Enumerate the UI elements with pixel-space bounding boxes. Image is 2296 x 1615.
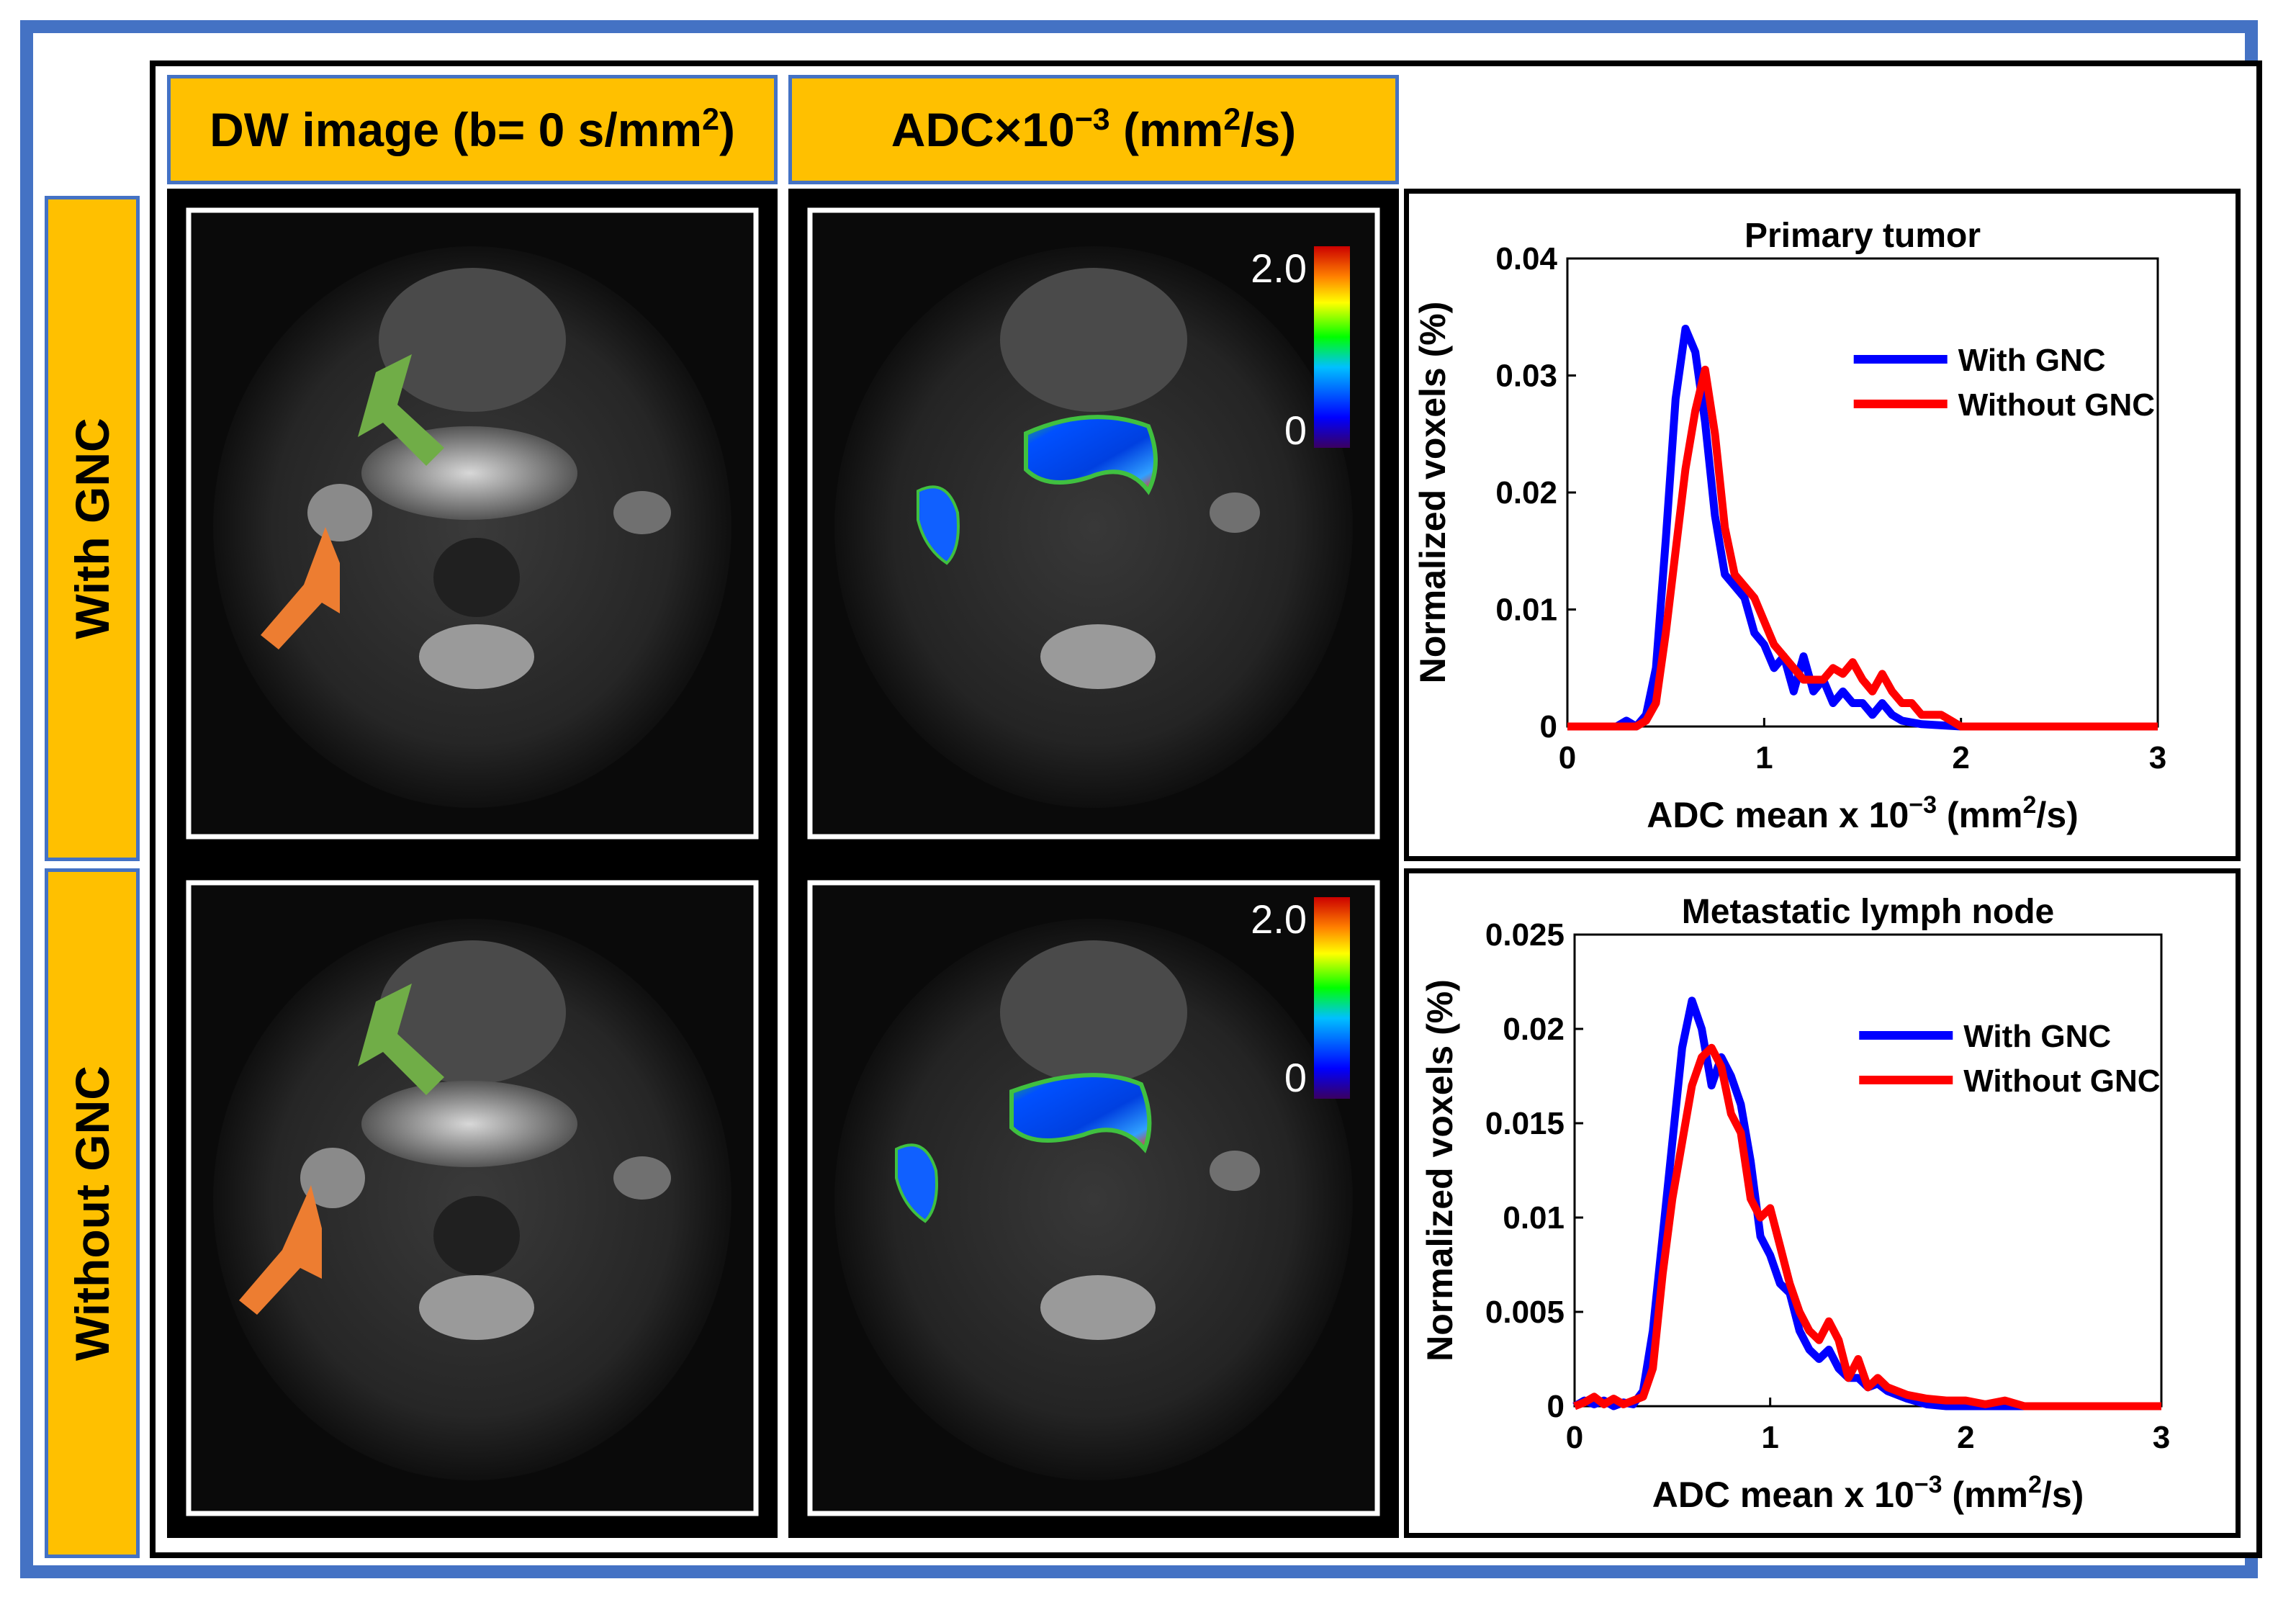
y-tick-label: 0 [1540, 709, 1557, 744]
colorbar-max-label: 2.0 [1251, 896, 1307, 942]
orange-arrow-icon [239, 1185, 322, 1315]
x-tick-label: 1 [1755, 740, 1773, 775]
chart-title: Metastatic lymph node [1682, 893, 2054, 931]
chart-primary-tumor-svg: Primary tumor 0 1 2 3 0 0.01 0.02 0.03 0.04 ADC me… [1413, 217, 2166, 835]
row-label-without-gnc: Without GNC [45, 868, 140, 1558]
y-tick-label: 0.005 [1485, 1295, 1565, 1330]
x-tick-label: 2 [1957, 1420, 1974, 1455]
chart-metastatic-lymph-node-svg: Metastatic lymph node 0 1 2 3 0 0.005 0.01 0.015… [1420, 893, 2170, 1515]
x-tick-label: 3 [2149, 740, 2166, 775]
y-tick-label: 0.025 [1485, 917, 1565, 953]
colorbar-min-label: 0 [1284, 408, 1307, 453]
row-label-with-gnc: With GNC [45, 196, 140, 861]
colorbar-min-label: 0 [1284, 1055, 1307, 1100]
y-tick-label: 0.02 [1495, 475, 1557, 510]
x-tick-label: 3 [2153, 1420, 2170, 1455]
x-tick-label: 0 [1566, 1420, 1583, 1455]
x-axis-label: ADC mean x 10−3 (mm2/s) [1652, 1471, 2084, 1515]
header-dw-image: DW image (b= 0 s/mm2) [167, 75, 778, 184]
y-tick-label: 0.02 [1503, 1012, 1565, 1047]
y-tick-label: 0 [1547, 1389, 1565, 1424]
colorbar-max-label: 2.0 [1251, 246, 1307, 291]
orange-arrow-icon [261, 527, 340, 649]
plot-area [1573, 933, 2163, 1408]
y-tick-label: 0.03 [1495, 359, 1557, 394]
adc-map-without-gnc: 2.0 0 [788, 861, 1399, 1538]
series-line-without-gnc [1567, 365, 2158, 731]
series-line-without-gnc [1573, 1043, 2161, 1411]
y-axis-label: Normalized voxels (%) [1420, 979, 1460, 1362]
header-adc: ADC×10−3 (mm2/s) [788, 75, 1399, 184]
y-tick-label: 0.01 [1503, 1200, 1565, 1236]
chart-primary-tumor: Primary tumor 0 1 2 3 0 0.01 0.02 0.03 0.04 ADC me… [1404, 189, 2241, 861]
y-axis-label: Normalized voxels (%) [1413, 302, 1453, 684]
mri-scan-dw-top [186, 207, 759, 840]
legend-label: Without GNC [1963, 1063, 2160, 1099]
legend-label: Without GNC [1958, 387, 2155, 423]
dw-image-with-gnc [167, 189, 778, 861]
x-tick-label: 0 [1559, 740, 1576, 775]
x-tick-label: 2 [1952, 740, 1969, 775]
adc-map-with-gnc: 2.0 0 [788, 189, 1399, 861]
colorbar [1314, 897, 1350, 1099]
mri-scan-adc-top: 2.0 0 [807, 207, 1380, 840]
green-arrow-icon [358, 984, 444, 1095]
legend-label: With GNC [1963, 1019, 2111, 1054]
header-dw-text: DW image (b= 0 s/mm2) [210, 102, 735, 156]
row-label-with-gnc-text: With GNC [66, 418, 119, 639]
row-label-without-gnc-text: Without GNC [66, 1066, 119, 1361]
mri-scan-dw-bottom [186, 880, 759, 1516]
colorbar [1314, 246, 1350, 448]
chart-metastatic-lymph-node: Metastatic lymph node 0 1 2 3 0 0.005 0.01 0.015… [1404, 868, 2241, 1538]
dw-image-without-gnc [167, 861, 778, 1538]
green-arrow-icon [358, 354, 444, 466]
y-tick-label: 0.015 [1485, 1106, 1565, 1141]
header-adc-text: ADC×10−3 (mm2/s) [891, 102, 1297, 156]
mri-scan-adc-bottom: 2.0 0 [807, 880, 1380, 1516]
series-line-with-gnc [1567, 325, 2158, 731]
y-tick-label: 0.04 [1495, 241, 1557, 276]
chart-title: Primary tumor [1744, 217, 1981, 255]
x-tick-label: 1 [1761, 1420, 1778, 1455]
legend-label: With GNC [1958, 343, 2106, 378]
x-axis-label: ADC mean x 10−3 (mm2/s) [1647, 791, 2079, 835]
y-tick-label: 0.01 [1495, 593, 1557, 628]
